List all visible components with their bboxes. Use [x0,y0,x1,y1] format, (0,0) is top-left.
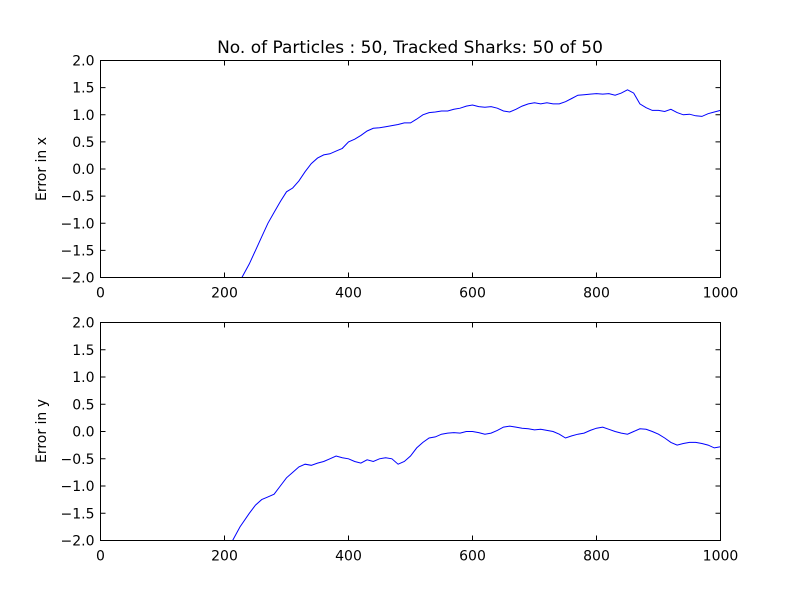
bottom-series-line-0 [232,425,721,541]
top-y-tick-label: 0.5 [72,135,94,151]
bottom-x-tick-label: 1000 [703,549,739,565]
top-y-tick-label: −1.0 [61,216,95,232]
top-y-tick-label: −1.5 [61,243,95,259]
top-y-tick-label: 1.5 [72,81,94,97]
top-y-tick-label: 2.0 [72,54,94,70]
bottom-y-tick-label: −0.5 [61,452,95,468]
bottom-x-tick-label: 600 [459,549,486,565]
bottom-x-tick-label: 400 [335,549,362,565]
top-x-tick-label: 1000 [703,286,739,302]
top-x-tick-label: 600 [459,286,486,302]
bottom-y-tick-label: 1.5 [72,343,94,359]
bottom-y-tick-label: 0.0 [72,425,94,441]
bottom-x-tick-label: 0 [96,549,105,565]
top-y-axis-label: Error in x [34,137,50,201]
top-y-tick-label: −0.5 [61,189,95,205]
bottom-y-tick-label: 2.0 [72,316,94,332]
top-y-tick-label: 1.0 [72,108,94,124]
bottom-y-tick-label: −2.0 [61,534,95,550]
bottom-y-axis-label: Error in y [34,399,50,463]
bottom-y-tick-label: 1.0 [72,370,94,386]
bottom-plot-content [232,425,721,541]
bottom-subplot-error-y: 0 200 400 600 800 1000 −2.0 −1.5 −1.0 −0.5 0.0 0.5… [34,316,738,565]
bottom-y-tick-label: 0.5 [72,397,94,413]
top-series-line-0 [241,89,721,278]
chart-title: No. of Particles : 50, Tracked Sharks: 5… [217,38,603,58]
top-y-tick-label: 0.0 [72,162,94,178]
bottom-x-tick-label: 200 [211,549,238,565]
bottom-y-tick-label: −1.5 [61,506,95,522]
top-x-axis: 0 200 400 600 800 1000 [96,60,739,302]
top-x-tick-label: 0 [96,286,105,302]
top-y-axis: −2.0 −1.5 −1.0 −0.5 0.0 0.5 1.0 1.5 2.0 [61,54,721,287]
bottom-y-tick-label: −1.0 [61,479,95,495]
bottom-x-tick-label: 800 [583,549,610,565]
top-plot-content [241,89,721,278]
top-x-tick-label: 200 [211,286,238,302]
top-x-tick-label: 800 [583,286,610,302]
bottom-x-axis: 0 200 400 600 800 1000 [96,322,739,565]
bottom-y-axis: −2.0 −1.5 −1.0 −0.5 0.0 0.5 1.0 1.5 2.0 [61,316,721,550]
top-x-tick-label: 400 [335,286,362,302]
top-y-tick-label: −2.0 [61,271,95,287]
top-subplot-error-x: 0 200 400 600 800 1000 −2.0 −1.5 −1.0 −0.5 0.0 0.5… [34,54,738,302]
